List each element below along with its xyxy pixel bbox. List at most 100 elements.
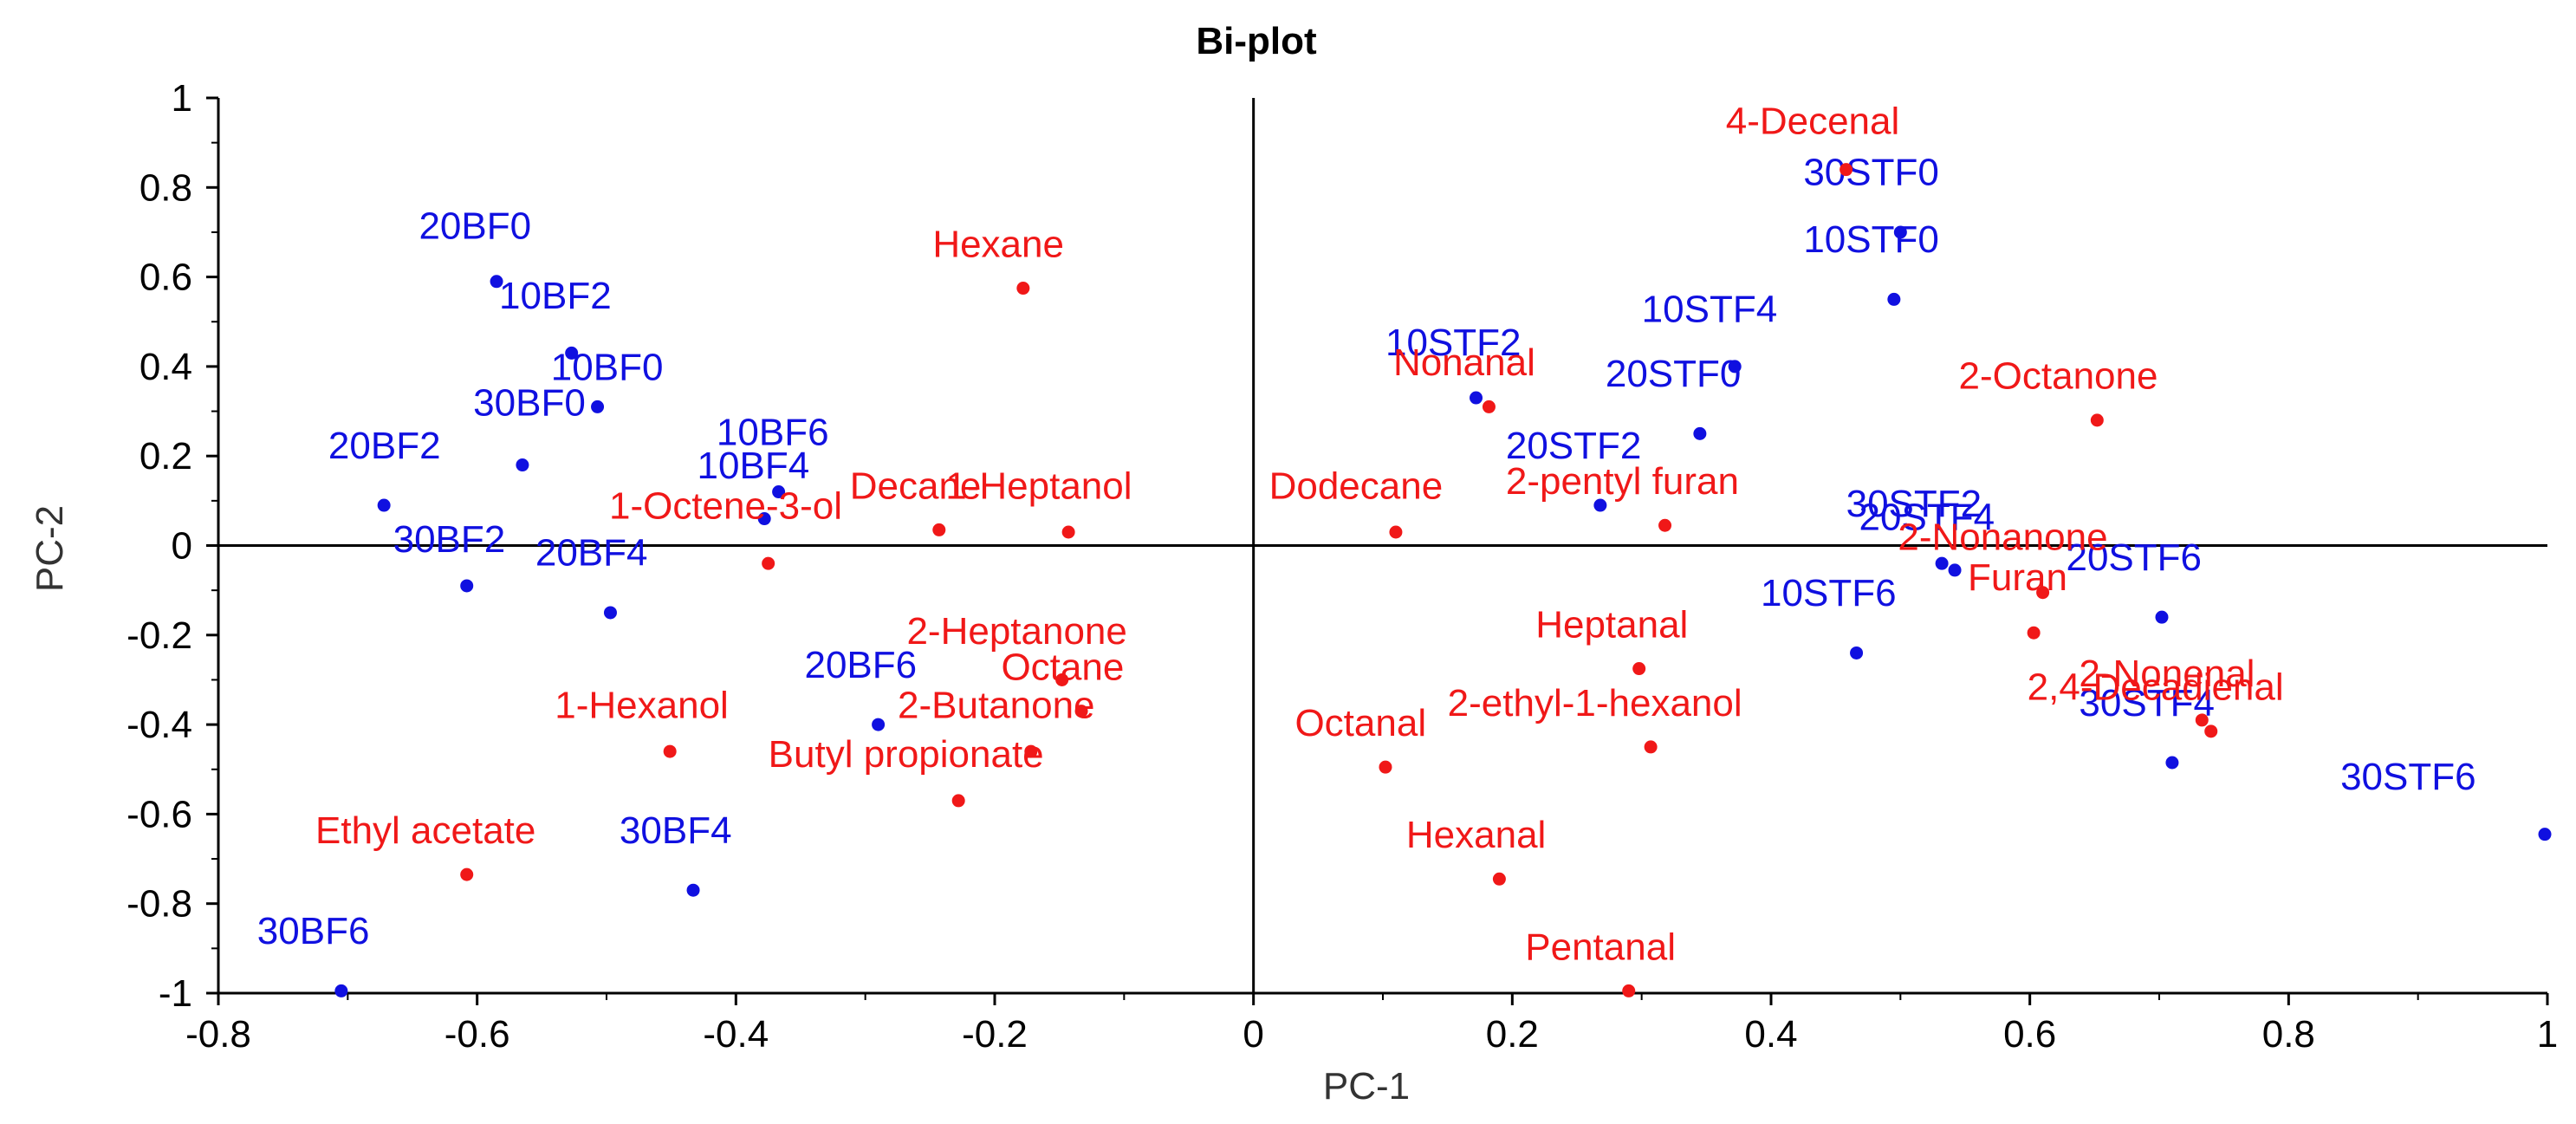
point-label: 20STF4 [1859, 496, 1995, 538]
chart-title: Bi-plot [1196, 20, 1317, 62]
point-label: 10BF0 [551, 346, 664, 388]
y-tick-label: 0.2 [140, 435, 192, 478]
data-point [1482, 400, 1496, 413]
tick-labels-group: -0.8 -0.6 -0.4 -0.2 0 0.2 0.4 0.6 0.8 1-1-0.8-0.6… [127, 77, 2558, 1056]
point-label: Octane [1001, 646, 1124, 688]
data-point [460, 579, 474, 593]
data-point [516, 458, 529, 472]
x-tick-label: -0.8 [185, 1013, 251, 1056]
x-tick-label: 0.8 [2262, 1013, 2315, 1056]
axes-group [206, 96, 2549, 1005]
data-point [1893, 225, 1907, 239]
point-label: Butyl propionate [769, 733, 1044, 776]
data-point [1644, 740, 1658, 754]
data-point [1948, 563, 1962, 577]
data-point [1632, 662, 1646, 676]
point-label: 30BF6 [257, 910, 370, 952]
y-axis-title: PC-2 [29, 505, 71, 592]
point-label: 30BF4 [620, 809, 732, 852]
data-point [1055, 672, 1069, 686]
point-label: 10BF4 [698, 445, 810, 487]
point-label: 2-pentyl furan [1506, 460, 1739, 503]
data-point [1840, 163, 1853, 177]
point-label: 4-Decenal [1726, 100, 1900, 142]
data-point [757, 512, 771, 526]
x-tick-label: -0.4 [703, 1013, 769, 1056]
x-tick-label: 0.6 [2003, 1013, 2056, 1056]
point-label: 2-ethyl-1-hexanol [1448, 682, 1742, 724]
point-label: Furan [1968, 556, 2067, 599]
point-label: Hexanal [1406, 814, 1546, 856]
point-label: 2-Nonenal [2079, 653, 2255, 695]
point-label: Heptanal [1535, 603, 1688, 646]
x-tick-label: 0 [1243, 1013, 1263, 1056]
point-label: Pentanal [1525, 926, 1676, 968]
point-label: 30STF2 [1846, 483, 1982, 525]
y-tick-label: 0.6 [140, 257, 192, 299]
data-point [932, 523, 946, 536]
data-point [591, 400, 605, 413]
data-point [872, 718, 886, 731]
data-point [2165, 756, 2179, 770]
point-label: 30STF6 [2340, 756, 2476, 798]
point-label: 30BF0 [473, 382, 586, 425]
y-tick-label: -1 [159, 972, 192, 1015]
point-label: 20BF2 [328, 425, 441, 467]
data-point [565, 346, 579, 360]
point-label: 30BF2 [393, 518, 506, 561]
data-point [1728, 360, 1742, 374]
data-point [1074, 705, 1088, 718]
point-label: 20STF0 [1606, 353, 1742, 395]
y-tick-label: 0 [172, 525, 192, 568]
point-label: 10STF6 [1761, 572, 1897, 614]
y-tick-label: 0.8 [140, 166, 192, 209]
point-label: Hexane [932, 223, 1064, 265]
point-label: Dodecane [1269, 465, 1444, 507]
data-point [2027, 626, 2041, 640]
point-label: 10BF6 [717, 411, 829, 453]
point-label: 10STF4 [1642, 288, 1778, 330]
data-point [1850, 646, 1864, 659]
x-tick-label: 1 [2537, 1013, 2558, 1056]
data-point [2204, 724, 2218, 738]
data-point [1379, 760, 1392, 774]
data-point [1593, 498, 1607, 512]
point-label: 20STF6 [2066, 536, 2202, 579]
point-label: 20BF0 [419, 205, 531, 248]
data-point [663, 744, 677, 758]
point-label: 1-Hexanol [555, 684, 729, 726]
data-point [2538, 828, 2552, 841]
data-point [1016, 282, 1030, 296]
data-point [334, 984, 348, 997]
x-axis-title: PC-1 [1323, 1065, 1410, 1108]
point-label: 30STF4 [2079, 682, 2215, 724]
point-label: 10BF2 [499, 275, 612, 317]
data-point [2036, 586, 2050, 600]
y-tick-label: -0.4 [127, 704, 192, 746]
point-label: 2-Octanone [1959, 355, 2158, 398]
point-label: 2-Nonanone [1898, 517, 2107, 559]
data-point [1389, 525, 1403, 539]
data-point [1061, 525, 1075, 539]
data-point [460, 867, 474, 881]
data-point [1492, 872, 1506, 886]
y-tick-label: -0.8 [127, 883, 192, 926]
y-tick-label: -0.6 [127, 793, 192, 835]
data-point [762, 556, 775, 570]
point-label: 2,4-Decadienal [2028, 666, 2284, 709]
point-label: Nonanal [1393, 341, 1535, 384]
data-point [2155, 610, 2169, 624]
y-tick-label: -0.2 [127, 614, 192, 657]
data-point [1024, 744, 1038, 758]
data-point [1887, 292, 1901, 306]
point-label: 2-Butanone [898, 684, 1095, 726]
point-label: Ethyl acetate [315, 809, 535, 852]
point-label: 1-Octene-3-ol [609, 485, 842, 528]
data-point [686, 883, 700, 897]
data-point [603, 606, 617, 620]
point-label: Octanal [1294, 702, 1426, 744]
data-point [1470, 391, 1483, 405]
x-tick-label: -0.2 [962, 1013, 1028, 1056]
